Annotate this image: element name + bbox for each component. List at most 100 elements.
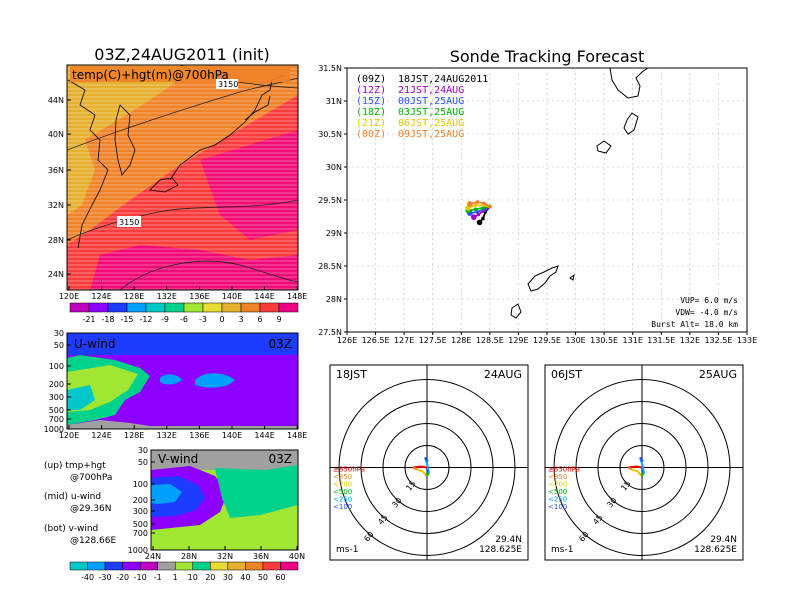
note-bot-line1: (bot) v-wind (44, 524, 98, 534)
track-line (469, 201, 491, 208)
track-end-point (467, 201, 473, 207)
hodograph-date: 25AUG (699, 368, 737, 381)
track-point (473, 207, 478, 212)
u-lon-tick-label: 148E (287, 431, 307, 440)
wind-colorbar-swatch (104, 561, 123, 571)
hodograph-level-label: <850 (333, 473, 352, 481)
wind-colorbar-swatch (210, 561, 229, 571)
colorbar-swatch (69, 302, 90, 313)
track-point (481, 206, 485, 210)
wind-colorbar-label: 10 (188, 573, 198, 582)
u-lon-tick-label: 124E (91, 431, 111, 440)
wind-colorbar-label: -30 (99, 573, 112, 582)
top-lon-tick-label: 120E (59, 292, 79, 301)
wind-colorbar-swatch (87, 561, 106, 571)
colorbar-label: -15 (120, 315, 133, 324)
colorbar-label: 3 (238, 315, 243, 324)
track-line (467, 205, 491, 212)
track-lon-tick-label: 127.5E (419, 336, 447, 345)
hodograph-lat: 29.4N (495, 535, 522, 545)
top-lon-tick-label: 132E (157, 292, 177, 301)
legend-time: 03JST,25AUG (398, 107, 464, 118)
v-lat-tick-label: 24N (145, 552, 161, 561)
track-legend: (09Z) 18JST,24AUG2011 (12Z) 21JST,24AUG (15Z… (356, 74, 488, 140)
track-lat-tick-label: 31N (326, 97, 342, 106)
top-lat-tick-label: 40N (48, 130, 64, 139)
hodograph-time: 06JST (551, 368, 582, 381)
u-lon-tick-label: 140E (222, 431, 242, 440)
track-lon-tick-label: 132E (680, 336, 700, 345)
hodograph-trace (635, 465, 643, 469)
u-p-tick-label: 100 (49, 362, 64, 371)
wind-colorbar-swatch (227, 561, 246, 571)
param-vup: VUP= 6.0 m/s (680, 296, 738, 305)
hodograph-level-label: <100 (548, 503, 567, 511)
wind-colorbar-label: 40 (240, 573, 250, 582)
legend-time: 18JST,24AUG2011 (398, 74, 488, 85)
u-p-tick-label: 200 (49, 380, 64, 389)
note-mid-line1: (mid) u-wind (44, 492, 101, 502)
hodograph-trace (637, 470, 642, 477)
hodograph-time: 18JST (336, 368, 367, 381)
right-title: Sonde Tracking Forecast (450, 47, 645, 66)
track-lon-tick-label: 131E (623, 336, 643, 345)
v-panel-lat-ticks: 24N 28N 32N 36N 40N (145, 546, 305, 561)
track-lon-tick-label: 131.5E (647, 336, 675, 345)
colorbar-swatch (164, 302, 185, 313)
wind-colorbar-label: -40 (81, 573, 94, 582)
track-point (481, 216, 485, 221)
wind-colorbar-swatch (157, 561, 176, 571)
v-lat-tick-label: 36N (253, 552, 269, 561)
track-lon-tick-label: 130E (565, 336, 585, 345)
legend-time: 00JST,25AUG (398, 96, 464, 107)
colorbar-label: -18 (101, 315, 114, 324)
wind-colorbar-label: -20 (116, 573, 129, 582)
panel-notes: (up) tmp+hgt @700hPa (mid) u-wind @29.36… (44, 461, 116, 546)
track-lat-tick-label: 28.5N (318, 262, 342, 271)
u-lon-tick-label: 144E (254, 431, 274, 440)
hodograph-level-label: <250 (333, 496, 352, 504)
v-wind-panel (151, 450, 298, 550)
hodograph-lon: 128.625E (479, 545, 522, 555)
wind-colorbar-swatch (245, 561, 264, 571)
colorbar-swatch (107, 302, 128, 313)
track-lat-tick-label: 27.5N (318, 328, 342, 337)
top-lat-tick-label: 24N (48, 270, 64, 279)
top-lon-tick-label: 140E (222, 292, 242, 301)
contour-label-2: 3150 (119, 218, 139, 227)
top-lon-tick-label: 148E (287, 292, 307, 301)
wind-colorbar-label: 20 (205, 573, 215, 582)
u-p-tick-label: 700 (49, 415, 64, 424)
track-point (475, 210, 480, 214)
hodograph-lon: 128.625E (694, 545, 737, 555)
v-panel-label: V-wind (158, 452, 198, 466)
v-lat-tick-label: 28N (181, 552, 197, 561)
colorbar-swatch (259, 302, 280, 313)
hodograph-trace (640, 472, 645, 477)
colorbar-swatch (126, 302, 147, 313)
track-end-point (476, 219, 483, 226)
v-p-tick-label: 200 (133, 496, 148, 505)
u-lon-tick-label: 128E (124, 431, 144, 440)
wind-colorbar-label: 60 (275, 573, 285, 582)
hodograph-level-label: ≥850hPa (548, 466, 580, 474)
left-title: 03Z,24AUG2011 (init) (94, 45, 269, 64)
note-up-line2: @700hPa (70, 473, 112, 483)
track-lat-tick-label: 31.5N (318, 64, 342, 73)
top-lon-tick-label: 136E (189, 292, 209, 301)
hodograph-rings (330, 365, 528, 560)
hodograph-unit: ms-1 (336, 545, 358, 555)
wind-colorbar-label: -1 (154, 573, 162, 582)
wind-colorbar-label: 1 (173, 573, 178, 582)
track-lon-tick-label: 126.5E (362, 336, 390, 345)
track-end-point (471, 214, 477, 220)
track-lat-tick-label: 30.5N (318, 130, 342, 139)
track-lon-tick-label: 129E (508, 336, 528, 345)
u-panel-lon-ticks: 120E 124E 128E 132E 136E 140E 144E 148E (59, 425, 307, 440)
top-lat-tick-label: 32N (48, 201, 64, 210)
top-lat-tick-label: 36N (48, 166, 64, 175)
